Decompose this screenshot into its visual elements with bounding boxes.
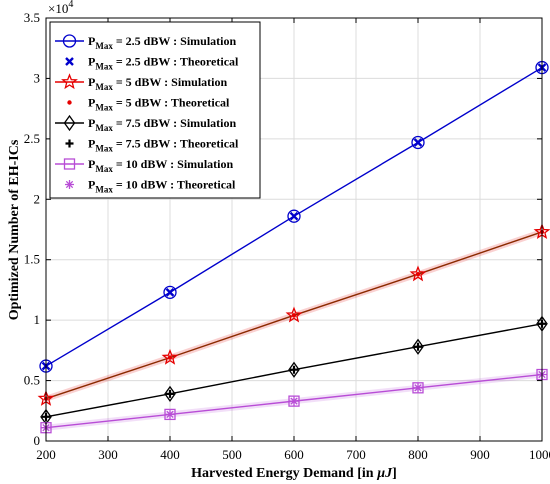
y-tick-label: 1: [34, 312, 41, 327]
x-axis-title: Harvested Energy Demand [in µJ]: [191, 466, 397, 481]
x-tick-label: 600: [284, 447, 304, 462]
data-point-4-2: [288, 361, 300, 378]
data-point-6-1: [164, 408, 176, 421]
x-tick-label: 900: [470, 447, 490, 462]
legend-label: PMax = 7.5 dBW : Theoretical: [88, 137, 239, 154]
x-tick-label: 200: [36, 447, 56, 462]
y-tick-label: 0: [34, 433, 41, 448]
legend-entry: PMax = 7.5 dBW : Simulation: [55, 114, 236, 133]
y-tick-label: 2.5: [24, 131, 40, 146]
legend-marker: [65, 57, 74, 66]
data-point-6-3: [412, 382, 424, 394]
legend-marker: [63, 114, 76, 132]
y-multiplier: ×104: [48, 0, 73, 16]
legend-marker: [65, 139, 74, 148]
y-axis-title: Optimized Number of EH-ICs: [7, 139, 22, 320]
legend-entry: PMax = 10 dBW : Theoretical: [65, 178, 236, 195]
data-point-0-3: [411, 135, 425, 150]
legend-entry: PMax = 5 dBW : Simulation: [55, 73, 227, 92]
data-point-4-1: [164, 385, 176, 402]
legend: PMax = 2.5 dBW : Simulation PMax = 2.5 dB…: [49, 21, 261, 199]
y-tick-label: 0.5: [24, 373, 40, 388]
legend-label: PMax = 2.5 dBW : Simulation: [88, 34, 236, 51]
legend-label: PMax = 5 dBW : Theoretical: [88, 96, 230, 113]
data-point-0-2: [287, 209, 301, 223]
y-tick-label: 1.5: [24, 252, 40, 267]
legend-entry: PMax = 2.5 dBW : Simulation: [55, 34, 236, 51]
data-point-1-3: [413, 138, 423, 147]
data-point-2-1: [161, 348, 179, 365]
legend-label: PMax = 10 dBW : Theoretical: [88, 178, 236, 195]
data-point-3-2: [291, 313, 297, 318]
legend-marker: [67, 100, 72, 105]
data-point-1-2: [289, 211, 299, 221]
legend-label: PMax = 10 dBW : Simulation: [88, 157, 233, 174]
legend-entry: PMax = 2.5 dBW : Theoretical: [65, 55, 239, 72]
x-tick-label: 700: [346, 447, 366, 462]
legend-label: PMax = 5 dBW : Simulation: [88, 75, 227, 92]
legend-entry: PMax = 7.5 dBW : Theoretical: [65, 137, 239, 154]
legend-marker: [61, 73, 78, 90]
legend-marker: [63, 158, 76, 170]
x-tick-label: 400: [160, 447, 180, 462]
y-tick-label: 3.5: [24, 10, 40, 25]
legend-label: PMax = 7.5 dBW : Simulation: [88, 116, 236, 133]
legend-marker: [62, 34, 77, 48]
y-tick-label: 3: [34, 70, 41, 85]
y-tick-label: 2: [34, 191, 41, 206]
data-point-0-1: [163, 285, 177, 299]
data-point-3-3: [415, 272, 421, 277]
data-point-7-1: [165, 409, 175, 419]
data-point-6-2: [288, 395, 300, 407]
data-point-2-3: [409, 265, 427, 282]
legend-box: [49, 21, 261, 199]
data-point-5-2: [290, 365, 298, 374]
data-point-3-1: [167, 355, 173, 360]
legend-marker: [65, 180, 74, 189]
data-point-2-2: [285, 306, 303, 323]
data-point-4-3: [412, 338, 424, 355]
legend-entry: PMax = 10 dBW : Simulation: [55, 157, 233, 174]
legend-entry: PMax = 5 dBW : Theoretical: [67, 96, 230, 113]
data-point-5-3: [414, 342, 422, 351]
data-point-5-1: [166, 389, 174, 398]
data-point-7-2: [289, 396, 299, 406]
data-point-1-1: [165, 287, 175, 297]
x-tick-label: 800: [408, 447, 428, 462]
x-tick-label: 300: [98, 447, 118, 462]
legend-label: PMax = 2.5 dBW : Theoretical: [88, 55, 239, 72]
data-point-7-3: [413, 383, 423, 393]
x-tick-label: 500: [222, 447, 242, 462]
